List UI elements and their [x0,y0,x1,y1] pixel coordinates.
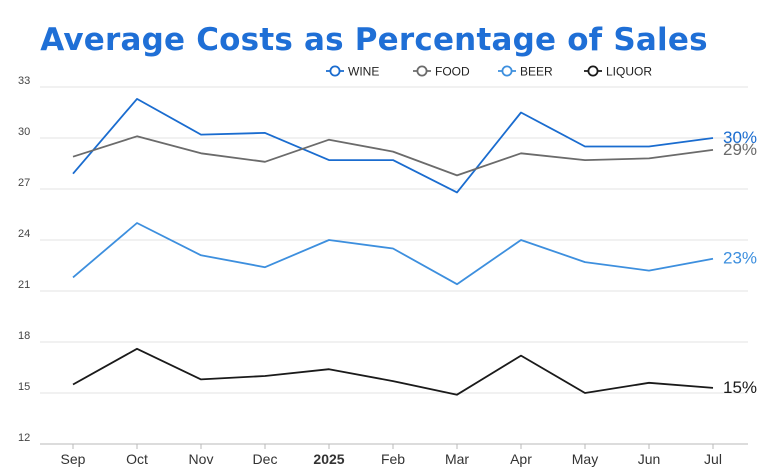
x-tick-label: Nov [189,451,214,467]
y-tick-label: 27 [18,177,30,189]
x-tick-label: Sep [61,451,86,467]
legend-marker-icon [329,65,341,77]
y-tick-label: 33 [18,75,30,87]
y-axis: 12 15 18 21 24 27 30 33 [18,75,30,444]
series-line-liquor [72,347,714,396]
chart-title: Average Costs as Percentage of Sales [40,22,708,58]
end-label-liquor: 15% [723,378,757,397]
legend-item-liquor[interactable]: LIQUOR [584,65,652,79]
x-tick-label: Jun [638,451,661,467]
legend-label: BEER [520,65,553,79]
x-tick-label: May [572,451,598,467]
x-tick-label: Oct [126,451,148,467]
series-line-beer [72,222,714,286]
legend-label: FOOD [435,65,470,79]
gridlines [40,86,748,445]
x-tick-label: 2025 [313,451,344,467]
y-tick-label: 24 [18,228,30,240]
series-lines [72,98,714,396]
legend-marker-icon [501,65,513,77]
legend-label: WINE [348,65,379,79]
end-label-wine: 30% [723,128,757,147]
legend-marker-icon [587,65,599,77]
y-tick-label: 15 [18,381,30,393]
x-axis: Sep Oct Nov Dec 2025 Feb Mar Apr May Jun Jul [61,444,722,467]
x-tick-label: Dec [253,451,278,467]
x-tick-label: Feb [381,451,405,467]
x-tick-label: Mar [445,451,469,467]
y-tick-label: 21 [18,279,30,291]
legend-marker-icon [416,65,428,77]
legend-item-beer[interactable]: BEER [498,65,553,79]
end-label-food: 29% [723,140,757,159]
y-tick-label: 30 [18,126,30,138]
legend-item-food[interactable]: FOOD [413,65,470,79]
legend: WINE FOOD BEER LIQUOR [326,65,652,79]
legend-item-wine[interactable]: WINE [326,65,379,79]
x-tick-label: Jul [704,451,722,467]
end-label-beer: 23% [723,249,757,268]
y-tick-label: 18 [18,330,30,342]
series-line-wine [72,98,714,194]
legend-label: LIQUOR [606,65,652,79]
end-labels: 30%29% 23% 15% [723,128,757,397]
x-tick-label: Apr [510,451,532,467]
series-line-food [72,135,714,177]
y-tick-label: 12 [18,432,30,444]
